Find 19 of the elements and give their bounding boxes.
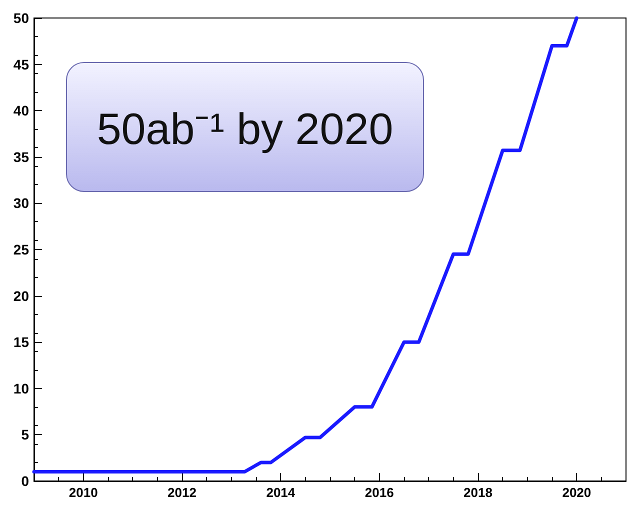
y-tick-label: 45 [13, 56, 30, 72]
y-tick-label: 30 [13, 195, 30, 212]
y-tick-label: 35 [13, 148, 30, 165]
callout-box: 50ab⁻¹ by 2020 [66, 62, 424, 192]
y-tick-label: 5 [21, 426, 30, 443]
y-tick-label: 15 [13, 334, 30, 350]
y-tick-label: 25 [13, 242, 30, 258]
x-tick-label: 2010 [68, 485, 98, 500]
y-tick-label: 50 [13, 10, 30, 26]
y-tick-label: 20 [13, 288, 30, 304]
line-series [32, 16, 578, 474]
x-tick-label: 2016 [364, 485, 394, 500]
y-tick-label: 40 [13, 102, 30, 119]
y-tick-label: 0 [21, 473, 30, 489]
x-tick-label: 2012 [168, 485, 196, 500]
x-tick-label: 2020 [562, 485, 592, 500]
y-tick-label: 10 [13, 380, 30, 396]
x-tick-label: 2018 [464, 485, 492, 500]
x-tick-label: 2014 [266, 485, 296, 500]
